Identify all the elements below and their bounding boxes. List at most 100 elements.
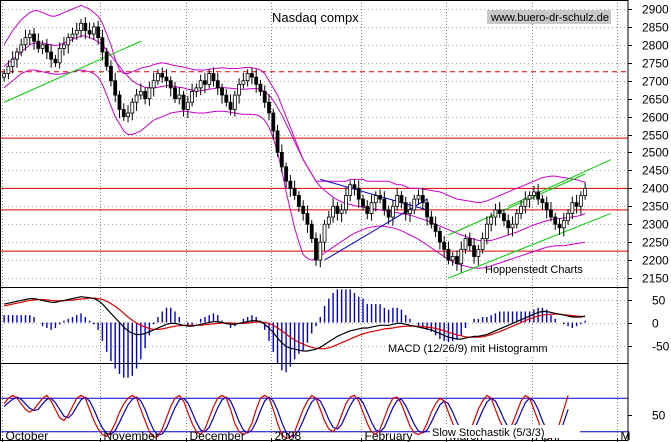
candle-body: [339, 209, 344, 214]
candle-body: [70, 33, 75, 39]
candle-body: [6, 65, 11, 74]
candle-body: [275, 130, 280, 153]
candle-body: [574, 202, 579, 207]
candle-body: [514, 213, 519, 225]
candle-body: [497, 209, 502, 214]
candle-body: [361, 198, 365, 207]
candle-body: [301, 205, 306, 214]
candle-body: [27, 33, 32, 39]
chart-title: Nasdaq compx: [272, 10, 359, 25]
candle-body: [326, 216, 331, 225]
candle-body: [74, 30, 79, 35]
candle-body: [121, 109, 126, 117]
month-label: November: [104, 429, 159, 442]
candle-body: [420, 195, 425, 204]
candle-body: [442, 241, 447, 250]
candle-body: [391, 205, 395, 218]
trend-line: [448, 212, 611, 279]
candle-body: [463, 238, 468, 250]
candle-body: [288, 180, 293, 189]
candle-body: [540, 198, 545, 204]
price-tick-label: 2250: [642, 236, 669, 250]
candle-body: [109, 65, 113, 82]
candle-body: [83, 22, 88, 31]
candle-body: [365, 205, 370, 214]
candle-body: [143, 91, 148, 100]
candle-body: [297, 195, 301, 207]
candle-body: [356, 187, 361, 200]
candle-body: [237, 83, 241, 96]
candle-body: [267, 101, 271, 114]
candle-body: [96, 26, 101, 39]
macd-label-background: [386, 342, 550, 355]
candle-body: [44, 44, 49, 53]
price-tick-label: 2150: [642, 272, 669, 286]
candle-body: [583, 187, 588, 196]
month-label: 2008: [275, 429, 302, 442]
macd-panel: [3, 289, 586, 378]
month-label: February: [365, 429, 413, 442]
grid-layer: [0, 0, 628, 441]
candle-body: [386, 209, 391, 218]
candle-body: [2, 73, 7, 78]
candle-body: [467, 238, 472, 247]
trend-line: [320, 178, 428, 211]
candle-body: [87, 30, 92, 35]
candle-body: [130, 101, 135, 114]
candle-body: [40, 44, 45, 49]
candle-body: [352, 184, 357, 189]
candle-body: [566, 213, 570, 222]
candle-body: [399, 195, 404, 204]
candle-body: [305, 213, 310, 225]
price-tick-label: 2900: [642, 3, 669, 17]
candle-body: [382, 198, 387, 211]
candle-body: [292, 187, 297, 196]
candle-body: [348, 184, 353, 196]
candle-body: [561, 220, 566, 229]
candle-body: [134, 94, 139, 103]
month-label: October: [6, 429, 49, 442]
candle-body: [446, 248, 451, 261]
candle-body: [455, 256, 459, 265]
candle-body: [185, 101, 190, 110]
stochastic-k-line: [3, 394, 569, 440]
candle-body: [437, 230, 442, 243]
upper-bollinger-band: [3, 4, 586, 204]
candle-body: [531, 191, 536, 196]
candle-body: [262, 91, 267, 103]
candle-body: [198, 80, 203, 89]
hoppenstedt-annotation: Hoppenstedt Charts: [485, 264, 583, 276]
trend-line: [448, 173, 586, 236]
price-tick-label: 2750: [642, 57, 669, 71]
candle-body: [190, 91, 195, 103]
candle-body: [194, 87, 199, 92]
candle-body: [416, 195, 421, 200]
watermark: www.buero-dr-schulz.de: [490, 12, 609, 24]
candle-body: [369, 202, 374, 214]
month-label: M: [621, 429, 631, 442]
candle-body: [493, 209, 498, 218]
candle-body: [177, 94, 182, 100]
candle-body: [147, 87, 152, 100]
candle-body: [395, 195, 400, 207]
candle-body: [138, 91, 143, 96]
price-tick-label: 2650: [642, 93, 669, 107]
macd-signal-line: [3, 297, 586, 350]
candle-body: [245, 73, 250, 82]
price-tick-label: 2700: [642, 75, 669, 89]
candle-body: [544, 202, 549, 211]
trend-line: [3, 40, 142, 103]
candle-body: [215, 80, 220, 89]
candle-body: [412, 198, 417, 211]
candle-body: [459, 248, 464, 265]
candle-body: [126, 112, 130, 117]
candle-body: [527, 195, 532, 200]
price-tick-label: 2350: [642, 200, 669, 214]
candle-body: [53, 58, 58, 64]
candle-body: [203, 80, 207, 85]
candle-body: [433, 223, 438, 232]
candle-body: [519, 205, 523, 214]
candle-body: [66, 37, 71, 46]
stochastic-label: Slow Stochastik (5/3/3): [432, 427, 545, 439]
